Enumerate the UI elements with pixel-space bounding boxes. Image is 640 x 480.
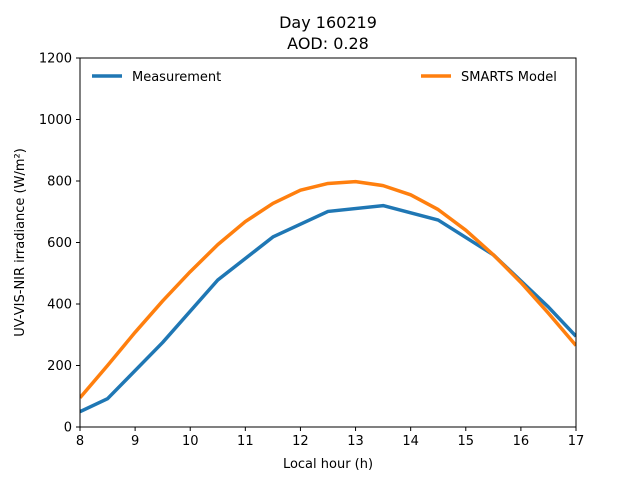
x-tick-label: 9 [131,434,139,449]
x-tick-label: 14 [402,434,419,449]
y-tick-label: 200 [47,359,72,374]
x-tick-label: 8 [76,434,84,449]
x-tick-label: 13 [347,434,364,449]
x-tick-label: 16 [513,434,530,449]
series-layer [80,179,576,414]
x-tick-label: 15 [458,434,475,449]
legend: Measurement SMARTS Model [92,70,557,85]
y-tick-label: 0 [64,421,72,436]
y-tick-label: 800 [47,175,72,190]
y-tick-label: 1000 [39,113,72,128]
x-axis-title: Local hour (h) [283,457,373,472]
x-tick-label: 17 [568,434,585,449]
x-tick-label: 10 [182,434,199,449]
x-tick-label: 11 [237,434,254,449]
y-tick-label: 1200 [39,52,72,67]
ticks-layer: 8 9 10 11 12 13 14 15 16 17 0 200 400 600 800 1000 1200 [39,52,584,450]
plot-area-frame [79,57,577,428]
y-axis-title: UV-VIS-NIR irradiance (W/m²) [13,148,28,337]
y-tick-label: 400 [47,298,72,313]
series-line-smarts-model [80,179,576,399]
y-tick-label: 600 [47,236,72,251]
x-tick-label: 12 [292,434,309,449]
chart-title-line-1: Day 160219 [279,13,377,32]
chart-title-line-2: AOD: 0.28 [287,34,369,53]
legend-label-measurement: Measurement [132,70,221,85]
legend-label-smarts-model: SMARTS Model [461,70,557,85]
